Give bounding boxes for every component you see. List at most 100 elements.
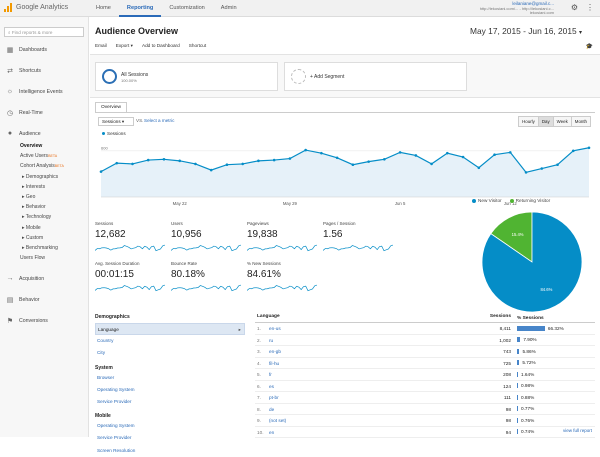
metric-pages-session[interactable]: Pages / Session 1.56	[323, 221, 395, 252]
sidebar-acquisition[interactable]: → Acquisition	[0, 273, 88, 284]
language-link[interactable]: (not set)	[269, 418, 287, 423]
demographics-item-browser[interactable]: Browser	[97, 374, 115, 380]
metric-users[interactable]: Users 10,956	[171, 221, 243, 252]
view-full-report-link[interactable]: view full report	[562, 428, 592, 433]
date-range-picker[interactable]: May 17, 2015 - Jun 16, 2015 ▾	[470, 26, 582, 36]
nav-home[interactable]: Home	[96, 5, 111, 11]
toolbar-email-button[interactable]: Email	[95, 43, 107, 48]
account-selector[interactable]: leilaniane@gmail.c... http://lekosiani.c…	[480, 1, 554, 16]
tab-overview[interactable]: Overview	[95, 102, 127, 112]
granularity-hourly[interactable]: Hourly	[518, 116, 539, 127]
toolbar-shortcut-button[interactable]: Shortcut	[188, 43, 207, 48]
granularity-month[interactable]: Month	[570, 116, 591, 127]
data-point[interactable]	[320, 151, 323, 155]
nav-customization[interactable]: Customization	[169, 5, 205, 11]
demographics-item-country[interactable]: Country	[97, 338, 114, 344]
data-point[interactable]	[571, 149, 575, 153]
data-point[interactable]	[508, 151, 512, 154]
data-point[interactable]	[335, 156, 339, 160]
sidebar-dashboards[interactable]: ▦ Dashboards	[0, 44, 88, 55]
language-link[interactable]: en	[269, 429, 275, 435]
sidebar-real-time[interactable]: ◷ Real-Time	[0, 107, 88, 118]
language-link[interactable]: pt-br	[269, 395, 279, 400]
data-point[interactable]	[524, 171, 528, 174]
nav-admin[interactable]: Admin	[220, 5, 237, 11]
language-link[interactable]: ru	[269, 337, 274, 343]
settings-gear-icon[interactable]: ⚙	[570, 3, 578, 12]
language-link[interactable]: fr	[269, 372, 272, 377]
granularity-week[interactable]: Week	[552, 116, 572, 127]
data-point[interactable]	[446, 151, 449, 155]
data-point[interactable]	[115, 161, 119, 165]
pie-slice-new-visitor[interactable]	[481, 211, 583, 313]
demographics-item-operating-system[interactable]: Operating System	[97, 423, 135, 429]
sidebar-intelligence-events[interactable]: ☼ Intelligence Events	[0, 86, 88, 97]
data-point[interactable]	[493, 153, 496, 156]
toolbar-add-to-dashboard-button[interactable]: Add to Dashboard	[141, 43, 180, 48]
header-language[interactable]: Language	[257, 314, 280, 319]
sidebar-item-cohort-analysis[interactable]: Cohort AnalysisBETA	[0, 161, 88, 171]
data-point[interactable]	[430, 162, 433, 166]
add-segment-button[interactable]: + Add Segment	[284, 62, 467, 91]
data-point[interactable]	[383, 158, 386, 161]
data-point[interactable]	[367, 160, 370, 163]
nav-reporting[interactable]: Reporting	[118, 0, 162, 17]
data-point[interactable]	[225, 163, 229, 166]
data-point[interactable]	[351, 163, 355, 166]
data-point[interactable]	[414, 154, 418, 157]
header-sessions[interactable]: Sessions	[489, 314, 511, 319]
demographics-item-language[interactable]: Language	[95, 323, 245, 336]
sidebar-item-geo[interactable]: ▸ Geo	[0, 192, 88, 202]
demographics-item-city[interactable]: City	[97, 350, 106, 356]
data-point[interactable]	[131, 162, 134, 166]
pie-slice-returning-visitor[interactable]	[490, 211, 533, 263]
metric-bounce-rate[interactable]: Bounce Rate 80.18%	[171, 261, 243, 292]
sidebar-item-interests[interactable]: ▸ Interests	[0, 182, 88, 192]
metric-sessions[interactable]: Sessions 12,682	[95, 221, 167, 252]
sidebar-item-technology[interactable]: ▸ Technology	[0, 212, 88, 222]
data-point[interactable]	[398, 151, 402, 154]
sidebar-item-demographics[interactable]: ▸ Demographics	[0, 172, 88, 182]
language-link[interactable]: es	[269, 383, 274, 389]
toolbar-export-button[interactable]: Export ▾	[115, 43, 133, 48]
data-point[interactable]	[162, 158, 166, 161]
apps-grid-icon[interactable]: ⋮	[586, 3, 594, 12]
data-point[interactable]	[304, 148, 307, 152]
sidebar-item-active-users[interactable]: Active UsersBETA	[0, 151, 88, 161]
data-point[interactable]	[241, 162, 244, 166]
sidebar-conversions[interactable]: ⚑ Conversions	[0, 315, 88, 326]
data-point[interactable]	[257, 159, 260, 163]
data-point[interactable]	[146, 158, 150, 162]
language-link[interactable]: fil-hu	[269, 360, 280, 366]
sidebar-item-mobile[interactable]: ▸ Mobile	[0, 223, 88, 233]
sidebar-item-custom[interactable]: ▸ Custom	[0, 233, 88, 243]
search-input[interactable]: ⌕ Find reports & more	[4, 27, 84, 37]
google-analytics-logo[interactable]: Google Analytics	[4, 3, 68, 12]
metric-avg-session-duration[interactable]: Avg. Session Duration 00:01:15	[95, 261, 167, 292]
data-point[interactable]	[587, 146, 591, 150]
data-point[interactable]	[194, 162, 197, 166]
data-point[interactable]	[477, 166, 481, 170]
data-point[interactable]	[461, 155, 465, 159]
metric-new-sessions[interactable]: % New Sessions 84.61%	[247, 261, 319, 292]
language-link[interactable]: de	[269, 406, 275, 412]
sidebar-item-users-flow[interactable]: Users Flow	[0, 253, 88, 263]
data-point[interactable]	[99, 170, 103, 173]
graduation-cap-icon[interactable]: 🎓	[585, 44, 593, 50]
demographics-item-service-provider[interactable]: Service Provider	[97, 435, 132, 441]
segment-all-sessions[interactable]: All Sessions 100.00%	[95, 62, 278, 91]
language-link[interactable]: en-us	[269, 326, 281, 331]
data-point[interactable]	[288, 157, 292, 160]
data-point[interactable]	[540, 167, 544, 170]
data-point[interactable]	[272, 158, 276, 162]
demographics-item-screen-resolution[interactable]: Screen Resolution	[97, 447, 136, 453]
data-point[interactable]	[209, 168, 213, 172]
granularity-day[interactable]: Day	[537, 116, 554, 127]
data-point[interactable]	[556, 163, 559, 166]
data-point[interactable]	[178, 159, 182, 163]
sidebar-item-benchmarking[interactable]: ▸ Benchmarking	[0, 243, 88, 253]
sidebar-audience[interactable]: ● Audience	[0, 128, 88, 139]
sidebar-shortcuts[interactable]: ⇄ Shortcuts	[0, 65, 88, 76]
demographics-item-operating-system[interactable]: Operating System	[97, 386, 135, 392]
demographics-item-service-provider[interactable]: Service Provider	[97, 398, 132, 404]
